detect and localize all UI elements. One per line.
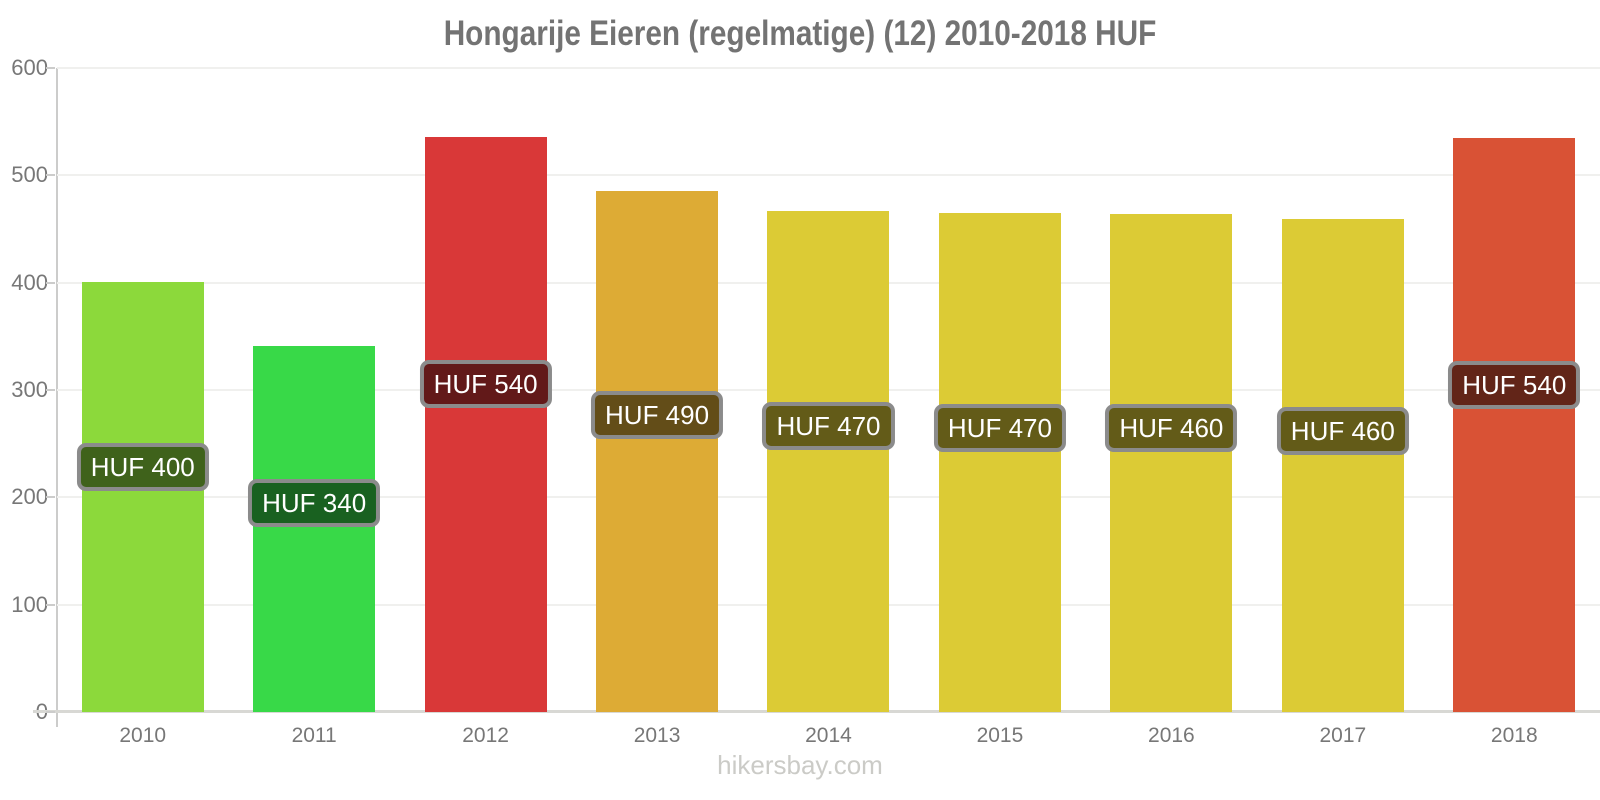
y-tick-label-300: 300 xyxy=(11,377,48,402)
bar-slot-2012: HUF 540 2012 xyxy=(400,68,571,747)
bar-2013 xyxy=(596,191,719,712)
bar-2010 xyxy=(81,281,204,712)
y-axis-labels: 0100200300400500600 xyxy=(0,55,48,724)
bar-2014 xyxy=(767,210,890,712)
bar-value-label-2013: HUF 490 xyxy=(591,391,724,440)
y-tick-mark-200 xyxy=(46,496,55,499)
x-tick-label-2014: 2014 xyxy=(805,724,852,747)
bar-slot-2011: HUF 340 2011 xyxy=(228,68,399,747)
bar-value-label-2018: HUF 540 xyxy=(1448,360,1581,409)
x-tick-label-2010: 2010 xyxy=(119,724,167,747)
bar-slot-2014: HUF 470 2014 xyxy=(743,68,914,747)
y-tick-label-400: 400 xyxy=(11,269,48,295)
y-axis-line xyxy=(56,68,58,727)
x-tick-label-2012: 2012 xyxy=(462,724,509,747)
bar-2012 xyxy=(424,136,547,712)
gridline-500 xyxy=(57,174,1600,177)
x-tick-label-2017: 2017 xyxy=(1319,724,1367,747)
bar-slot-2010: HUF 400 2010 xyxy=(57,68,228,747)
bar-value-label-2012: HUF 540 xyxy=(419,360,552,409)
x-tick-label-2018: 2018 xyxy=(1490,724,1538,747)
y-tick-mark-400 xyxy=(46,281,55,284)
y-tick-mark-0 xyxy=(46,711,55,713)
bar-value-label-2016: HUF 460 xyxy=(1105,404,1238,453)
bar-slot-2017: HUF 460 2017 xyxy=(1257,68,1428,747)
x-tick-label-2013: 2013 xyxy=(633,724,681,747)
bar-slot-2016: HUF 460 2016 xyxy=(1086,68,1257,747)
bar-2011 xyxy=(253,346,376,712)
bar-2017 xyxy=(1281,219,1404,712)
y-tick-label-600: 600 xyxy=(11,55,48,80)
y-tick-label-500: 500 xyxy=(11,162,48,188)
chart-title: Hongarije Eieren (regelmatige) (12) 2010… xyxy=(443,14,1157,53)
y-tick-mark-600 xyxy=(46,67,55,69)
y-tick-mark-300 xyxy=(46,389,55,391)
bar-2015 xyxy=(938,212,1061,712)
y-tick-mark-500 xyxy=(46,174,55,177)
bar-slot-2018: HUF 540 2018 xyxy=(1429,68,1600,747)
bar-2018 xyxy=(1453,137,1576,712)
bar-value-label-2014: HUF 470 xyxy=(762,402,895,451)
bar-value-label-2017: HUF 460 xyxy=(1276,407,1409,456)
bar-value-label-2015: HUF 470 xyxy=(933,403,1066,452)
bar-value-label-2011: HUF 340 xyxy=(248,479,381,528)
x-tick-label-2015: 2015 xyxy=(976,724,1024,747)
y-tick-label-200: 200 xyxy=(11,484,48,510)
gridline-600 xyxy=(57,67,1600,69)
bar-2016 xyxy=(1110,213,1233,712)
x-tick-label-2016: 2016 xyxy=(1148,724,1195,747)
y-tick-label-100: 100 xyxy=(11,591,48,617)
bar-value-label-2010: HUF 400 xyxy=(76,442,209,491)
bar-slot-2015: HUF 470 2015 xyxy=(914,68,1085,747)
watermark: hikersbay.com xyxy=(717,750,883,780)
bar-slot-2013: HUF 490 2013 xyxy=(571,68,742,747)
x-tick-label-2011: 2011 xyxy=(291,724,337,747)
y-tick-mark-100 xyxy=(46,603,55,606)
plot-area: HUF 400 2010 HUF 340 2011 HUF 540 2012 HUF 490… xyxy=(46,67,1600,747)
